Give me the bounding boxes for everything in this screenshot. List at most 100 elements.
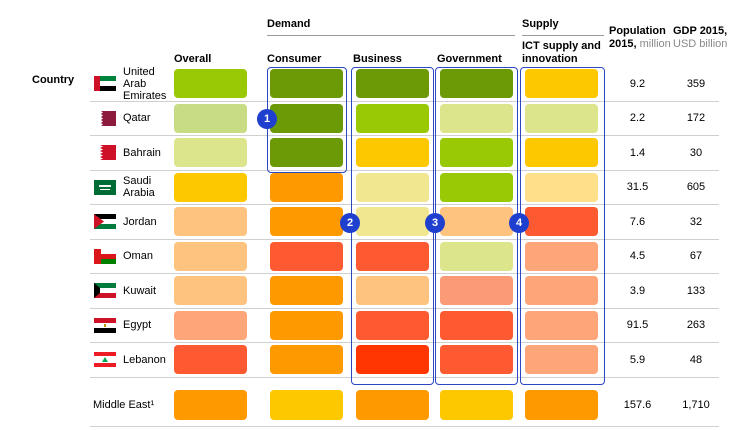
heatmap-cell <box>270 207 343 236</box>
row-divider <box>90 273 719 274</box>
heatmap-cell <box>440 390 513 420</box>
heatmap-cell <box>270 69 343 98</box>
heatmap-cell <box>525 207 598 236</box>
heatmap-cell <box>525 69 598 98</box>
highlight-box-consumer-gulf <box>267 67 347 173</box>
heatmap-cell <box>270 172 343 202</box>
heatmap-cell <box>174 390 247 420</box>
highlight-box-government <box>435 67 518 385</box>
heatmap-cell <box>270 390 343 420</box>
uae-flag-icon <box>94 76 116 91</box>
gdp-header-label: GDP 2015, <box>673 25 728 37</box>
heatmap-cell <box>356 276 429 305</box>
row-divider <box>90 135 719 136</box>
column-header-consumer: Consumer <box>267 53 322 65</box>
heatmap-cell <box>356 345 429 374</box>
heatmap-cell <box>174 207 247 236</box>
highlight-box-supply <box>520 67 605 385</box>
gdp-value: 32 <box>689 215 703 228</box>
callout-badge-1: 1 <box>257 109 277 129</box>
oman-flag-icon <box>94 248 116 264</box>
heatmap-cell <box>440 69 513 98</box>
heatmap-cell <box>174 138 247 167</box>
heatmap-cell <box>525 103 598 133</box>
population-value: 31.5 <box>626 181 649 193</box>
saudi-flag-icon <box>94 179 116 195</box>
gdp-value: 67 <box>689 250 703 262</box>
heatmap-cell <box>440 345 513 374</box>
table-bottom-rule <box>90 426 719 427</box>
country-label: Lebanon <box>123 353 166 366</box>
demand-group-rule <box>267 35 515 36</box>
row-divider <box>90 204 719 205</box>
country-label: Jordan <box>123 215 157 228</box>
country-label: Qatar <box>123 112 151 124</box>
heatmap-cell <box>270 103 343 133</box>
heatmap-cell <box>174 241 247 271</box>
heatmap-cell <box>440 276 513 305</box>
heatmap-cell <box>174 310 247 340</box>
population-value: 5.9 <box>629 353 646 366</box>
population-value: 3.9 <box>629 284 646 297</box>
supply-group-rule <box>522 35 604 36</box>
bahrain-flag-icon <box>94 145 116 160</box>
supply-group-header: Supply <box>522 18 559 30</box>
heatmap-cell <box>356 207 429 236</box>
country-label: Egypt <box>123 319 152 331</box>
column-header-population: Population 2015, million <box>609 25 671 51</box>
column-header-government: Government <box>437 53 502 65</box>
column-header-business: Business <box>353 53 402 65</box>
row-header-country: Country <box>32 74 75 86</box>
heatmap-cell <box>356 69 429 98</box>
heatmap-cell <box>356 138 429 167</box>
highlight-box-business <box>351 67 434 385</box>
heatmap-cell <box>270 276 343 305</box>
qatar-flag-icon <box>94 110 116 126</box>
row-divider <box>90 376 719 378</box>
heatmap-cell <box>440 103 513 133</box>
gdp-header-unit: USD billion <box>673 38 728 50</box>
heatmap-cell <box>525 172 598 202</box>
gdp-value: 172 <box>686 112 706 124</box>
row-divider <box>90 238 719 240</box>
heatmap-cell <box>356 172 429 202</box>
heatmap-cell <box>525 276 598 305</box>
country-label: Oman <box>123 250 153 262</box>
heatmap-cell <box>174 276 247 305</box>
heatmap-cell <box>174 103 247 133</box>
population-value: 9.2 <box>629 77 646 90</box>
heatmap-cell <box>174 172 247 202</box>
callout-badge-3: 3 <box>425 213 445 233</box>
kuwait-flag-icon <box>94 283 116 298</box>
heatmap-cell <box>356 310 429 340</box>
gdp-value: 30 <box>689 146 703 159</box>
row-divider <box>90 169 719 171</box>
heatmap-cell <box>440 172 513 202</box>
column-header-overall: Overall <box>174 53 212 65</box>
population-header-unit: million <box>639 38 671 50</box>
heatmap-cell <box>525 390 598 420</box>
heatmap-cell <box>356 103 429 133</box>
heatmap-cell <box>440 241 513 271</box>
gdp-value: 359 <box>686 77 706 90</box>
heatmap-cell <box>270 241 343 271</box>
gdp-value: 605 <box>686 181 706 193</box>
jordan-flag-icon <box>94 214 116 229</box>
heatmap-cell <box>525 345 598 374</box>
heatmap-cell <box>440 207 513 236</box>
callout-badge-4: 4 <box>509 213 529 233</box>
population-header-label: Population 2015, <box>609 25 666 50</box>
gdp-value: 133 <box>686 284 706 297</box>
country-label: Kuwait <box>123 284 157 297</box>
country-label: United Arab Emirates <box>123 65 167 102</box>
country-label: Saudi Arabia <box>123 175 155 199</box>
country-label: Bahrain <box>123 146 161 159</box>
heatmap-cell <box>174 69 247 98</box>
heatmap-cell <box>356 390 429 420</box>
heatmap-cell <box>525 310 598 340</box>
row-divider <box>90 307 719 309</box>
row-divider <box>90 100 719 102</box>
population-value: 7.6 <box>629 215 646 228</box>
heatmap-cell <box>440 310 513 340</box>
population-value: 91.5 <box>626 319 649 331</box>
